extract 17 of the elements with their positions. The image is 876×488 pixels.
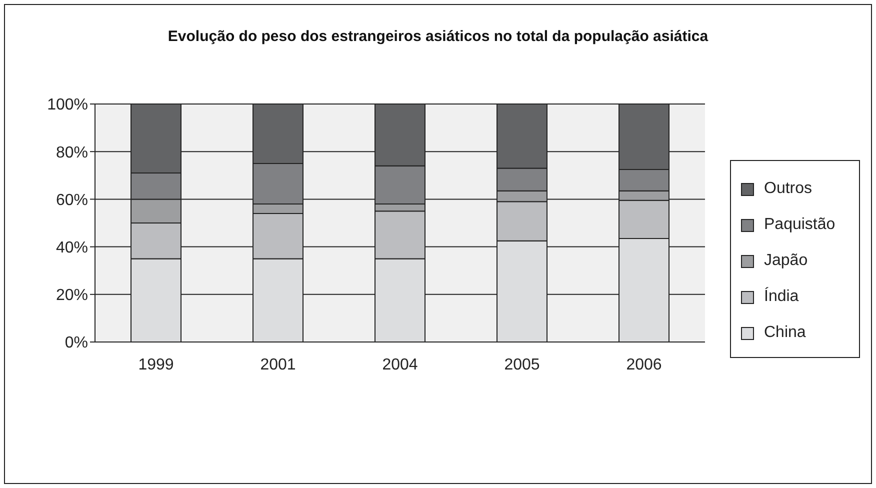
legend-label: Paquistão [764,216,836,234]
y-tick-label: 60% [56,192,88,209]
y-tick-label: 40% [56,239,88,256]
chart-title: Evolução do peso dos estrangeiros asiáticos no total da população asiática [166,28,710,45]
y-tick-label: 80% [56,144,88,162]
x-tick-label: 2001 [260,356,296,374]
legend-label: Japão [764,252,808,270]
x-tick-label: 1999 [138,356,174,374]
y-tick-label: 20% [56,287,88,304]
legend-label: Índia [764,288,799,306]
legend-label: China [764,324,806,342]
x-tick-label: 2006 [626,356,662,374]
y-tick-label: 100% [47,96,88,114]
y-tick-label: 0% [64,334,88,352]
legend-label: Outros [764,180,812,198]
x-tick-label: 2004 [382,356,418,374]
x-tick-label: 2005 [504,356,540,374]
